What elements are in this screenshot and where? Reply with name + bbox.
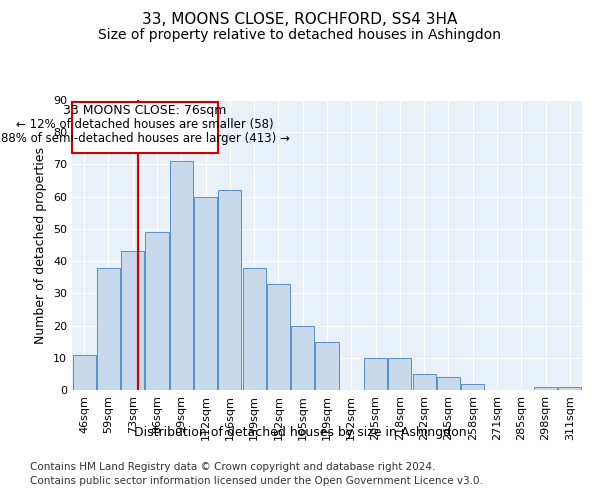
Bar (145, 232, 169, 390)
Text: ← 12% of detached houses are smaller (58): ← 12% of detached houses are smaller (58… (16, 118, 274, 130)
Bar (437, 377, 460, 390)
Text: 88% of semi-detached houses are larger (413) →: 88% of semi-detached houses are larger (… (1, 132, 290, 144)
Bar (534, 387, 557, 390)
Bar (267, 284, 290, 390)
FancyBboxPatch shape (73, 102, 218, 153)
Text: Contains public sector information licensed under the Open Government Licence v3: Contains public sector information licen… (30, 476, 483, 486)
Text: Size of property relative to detached houses in Ashingdon: Size of property relative to detached ho… (98, 28, 502, 42)
Bar (73, 354, 95, 390)
Bar (559, 387, 581, 390)
Bar (291, 326, 314, 390)
Bar (461, 384, 484, 390)
Bar (413, 374, 436, 390)
Y-axis label: Number of detached properties: Number of detached properties (34, 146, 47, 344)
Bar (97, 268, 120, 390)
Bar (242, 268, 266, 390)
Bar (194, 196, 217, 390)
Bar (218, 190, 241, 390)
Bar (316, 342, 338, 390)
Text: Distribution of detached houses by size in Ashingdon: Distribution of detached houses by size … (134, 426, 466, 439)
Bar (170, 161, 193, 390)
Bar (364, 358, 387, 390)
Text: 33, MOONS CLOSE, ROCHFORD, SS4 3HA: 33, MOONS CLOSE, ROCHFORD, SS4 3HA (142, 12, 458, 28)
Bar (388, 358, 412, 390)
Text: 33 MOONS CLOSE: 76sqm: 33 MOONS CLOSE: 76sqm (64, 104, 227, 117)
Bar (121, 252, 144, 390)
Text: Contains HM Land Registry data © Crown copyright and database right 2024.: Contains HM Land Registry data © Crown c… (30, 462, 436, 472)
